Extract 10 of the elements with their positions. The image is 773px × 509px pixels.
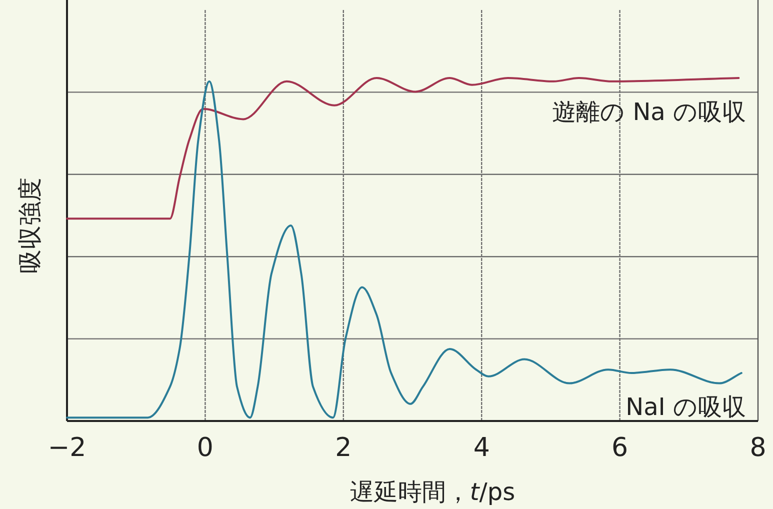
x-tick-label: 8: [750, 433, 766, 463]
series-label: 遊離の Na の吸収: [552, 98, 746, 126]
series-label: NaI の吸収: [626, 392, 746, 421]
x-tick-label: 4: [473, 433, 490, 463]
x-tick-label: −2: [48, 433, 86, 463]
x-tick-label: 6: [612, 433, 628, 463]
x-tick-label: 2: [335, 433, 352, 463]
x-axis-title: 遅延時間，t/ps: [350, 478, 516, 506]
y-axis-title: 吸収強度: [16, 178, 44, 274]
x-tick-label: 0: [196, 433, 214, 463]
